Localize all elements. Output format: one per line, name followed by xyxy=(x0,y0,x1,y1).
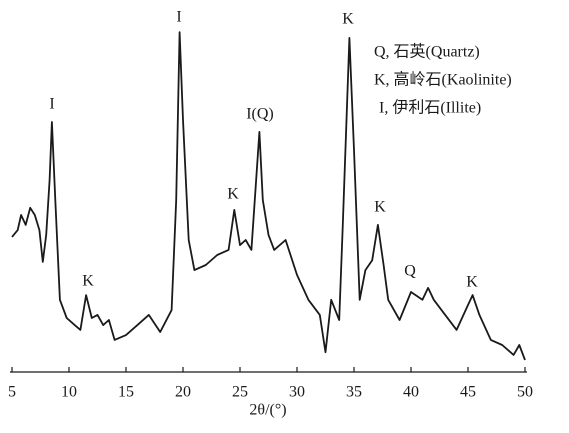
xrd-line xyxy=(11,31,526,361)
peak-label: I xyxy=(176,9,181,26)
legend-line: Q, 石英(Quartz) xyxy=(374,43,480,61)
peak-label: K xyxy=(227,186,239,203)
peak-label: I(Q) xyxy=(246,106,274,123)
legend-line: K, 高岭石(Kaolinite) xyxy=(374,71,512,89)
x-tick-label: 30 xyxy=(289,384,305,401)
x-tick-label: 20 xyxy=(175,384,191,401)
x-tick-label: 5 xyxy=(8,384,16,401)
x-tick-label: 40 xyxy=(403,384,419,401)
x-tick-label: 35 xyxy=(346,384,362,401)
peak-label: I xyxy=(49,96,54,113)
peak-label: K xyxy=(82,273,94,290)
x-axis-label: 2θ/(°) xyxy=(249,402,286,419)
x-tick-label: 10 xyxy=(61,384,77,401)
x-tick-label: 45 xyxy=(460,384,476,401)
peak-label: Q xyxy=(404,263,416,280)
peak-label: K xyxy=(342,11,354,28)
peak-label: K xyxy=(374,199,386,216)
x-tick-label: 50 xyxy=(517,384,533,401)
legend-line: I, 伊利石(Illite) xyxy=(379,99,481,117)
peak-label: K xyxy=(466,274,478,291)
x-tick-label: 15 xyxy=(118,384,134,401)
x-tick-label: 25 xyxy=(232,384,248,401)
